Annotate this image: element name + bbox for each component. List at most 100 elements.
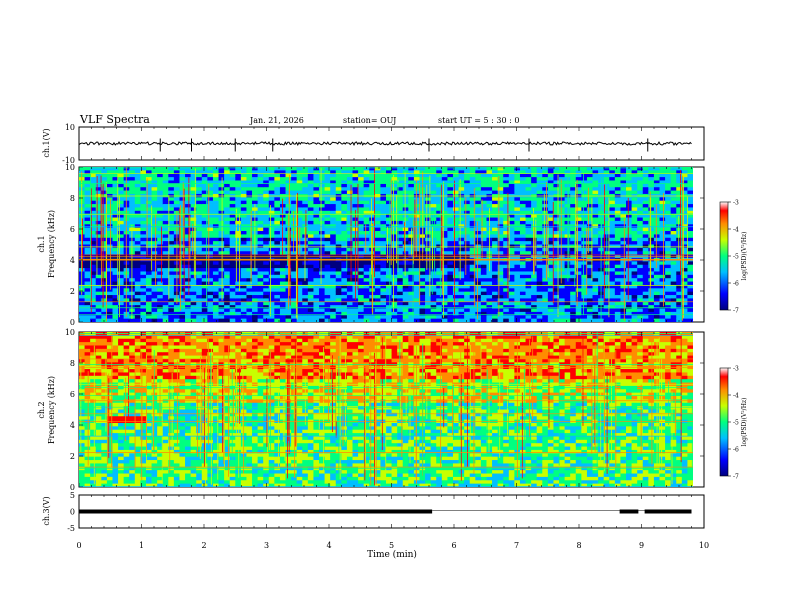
ch1-spectrogram-cell — [145, 207, 152, 212]
ch1-spectrogram-cell — [469, 170, 476, 175]
ch1-spectrogram-cell — [436, 217, 443, 222]
ch1-spectrogram-cell — [162, 220, 169, 225]
ch1-spectrogram-cell — [307, 177, 314, 181]
ch1-spectrogram-cell — [145, 187, 152, 191]
ch1-spectrogram-cell — [592, 210, 599, 215]
ch1-spectrogram-cell — [285, 187, 292, 191]
ch1-spectrogram-cell — [514, 315, 521, 320]
ch1-spectrogram-cell — [151, 220, 158, 225]
ch1-spectrogram-cell — [642, 204, 649, 208]
ch1-spectrogram-cell — [386, 308, 392, 313]
ch1-spectrogram-cell — [335, 261, 342, 266]
ch1-spectrogram-cell — [106, 190, 113, 195]
ch1-spectrogram-cell — [670, 200, 677, 205]
ch1-spectrogram-cell — [151, 214, 158, 218]
ch1-spectrogram-cell — [201, 210, 208, 215]
ch1-spectrogram-cell — [324, 288, 331, 293]
ch1-spectrogram-cell — [145, 298, 152, 303]
ch1-spectrogram-cell — [648, 197, 655, 202]
ch1-spectrogram-cell — [581, 241, 588, 245]
ch1-spectrogram-cell — [118, 274, 125, 279]
ch1-spectrogram-cell — [157, 187, 164, 191]
ch1-spectrogram-cell — [547, 217, 554, 222]
ch1-spectrogram-cell — [263, 241, 270, 245]
ch1-spectrogram-cell — [581, 220, 588, 225]
ch1-spectrogram-cell — [140, 237, 147, 242]
ch1-spectrogram-cell — [620, 261, 627, 266]
ch1-spectrogram-cell — [492, 170, 499, 175]
ch1-spectrogram-cell — [553, 318, 560, 322]
ch1-spectrogram-cell — [296, 173, 303, 178]
ch1-spectrogram-cell — [268, 261, 275, 266]
ch1-spectrogram-cell — [609, 183, 616, 188]
ch1-spectrogram-cell — [168, 291, 175, 296]
ch1-spectrogram-cell — [330, 190, 337, 195]
ch1-spectrogram-cell — [380, 291, 387, 296]
ch1-spectrogram-cell — [157, 244, 164, 249]
ch1-spectrogram-cell — [508, 305, 515, 309]
ch1-spectrogram-cell — [419, 301, 426, 306]
ch1-spectrogram-cell — [464, 261, 471, 266]
ch1-spectrogram-cell — [363, 207, 370, 212]
ch1-spectrogram-cell — [212, 217, 219, 222]
ch1-spectrogram-cell — [363, 214, 370, 218]
ch1-spectrogram-cell — [218, 315, 225, 320]
ch1-spectrogram-cell — [452, 180, 459, 185]
ch1-spectrogram-cell — [480, 200, 487, 205]
ch1-spectrogram-cell — [402, 227, 409, 232]
ch1-spectrogram-cell — [413, 288, 420, 293]
ch1-spectrogram-cell — [670, 204, 677, 208]
ch1-spectrogram-cell — [609, 301, 616, 306]
ch1-spectrogram-cell — [425, 274, 432, 279]
ch1-spectrogram-cell — [112, 261, 119, 266]
ch1-spectrogram-cell — [391, 244, 398, 249]
ch1-spectrogram-cell — [547, 281, 554, 286]
ch1-spectrogram-cell — [145, 237, 152, 242]
ch1-spectrogram-cell — [240, 214, 247, 218]
ch1-spectrogram-cell — [240, 210, 247, 215]
ch1-spectrogram-cell — [559, 274, 566, 279]
ch1-spectrogram-cell — [480, 241, 487, 245]
ch1-spectrogram-cell — [134, 288, 141, 293]
ch1-spectrogram-cell — [84, 167, 91, 171]
ch1-spectrogram-cell — [514, 207, 521, 212]
ch1-spectrogram-cell — [620, 234, 627, 239]
ch1-spectrogram-cell — [218, 261, 225, 266]
ch1-spectrogram-cell — [386, 281, 392, 286]
ch1-spectrogram-cell — [279, 187, 286, 191]
ch1-spectrogram-cell — [464, 308, 471, 313]
ch1-spectrogram-cell — [458, 207, 465, 212]
ch1-spectrogram-cell — [626, 190, 632, 195]
ch1-spectrogram-cell — [79, 298, 85, 303]
ch1-spectrogram-cell — [531, 315, 538, 320]
ch1-spectrogram-cell — [363, 220, 370, 225]
ch1-spectrogram-cell — [575, 281, 582, 286]
ch1-spectrogram-cell — [324, 311, 331, 316]
ch1-spectrogram-cell — [90, 210, 97, 215]
ch1-spectrogram-cell — [140, 227, 147, 232]
ch1-spectrogram-cell — [363, 288, 370, 293]
ch1-spectrogram-cell — [397, 291, 404, 296]
ch1-spectrogram-cell — [324, 187, 331, 191]
ch1-spectrogram-cell — [447, 237, 454, 242]
ch1-spectrogram-cell — [179, 247, 186, 252]
ch1-spectrogram-cell — [168, 274, 175, 279]
ch1-spectrogram-cell — [531, 167, 538, 171]
ch1-spectrogram-cell — [341, 318, 348, 322]
ch1-spectrogram-cell — [497, 288, 504, 293]
ch1-spectrogram-cell — [581, 204, 588, 208]
ch1-spectrogram-cell — [291, 308, 298, 313]
ch1-spectrogram-cell — [84, 217, 91, 222]
ch1-spectrogram-cell — [542, 298, 549, 303]
ch1-spectrogram-cell — [95, 264, 102, 269]
ch1-spectrogram-cell — [319, 234, 325, 239]
ch1-spectrogram-cell — [581, 173, 588, 178]
ch1-spectrogram-cell — [84, 298, 91, 303]
ch1-spectrogram-cell — [168, 241, 175, 245]
ch1-spectrogram-cell — [162, 274, 169, 279]
ch1-spectrogram-cell — [330, 247, 337, 252]
ch1-spectrogram-cell — [324, 247, 331, 252]
ch1-spectrogram-cell — [519, 247, 526, 252]
ch1-spectrogram-cell — [648, 217, 655, 222]
ch1-spectrogram-cell — [235, 231, 242, 235]
